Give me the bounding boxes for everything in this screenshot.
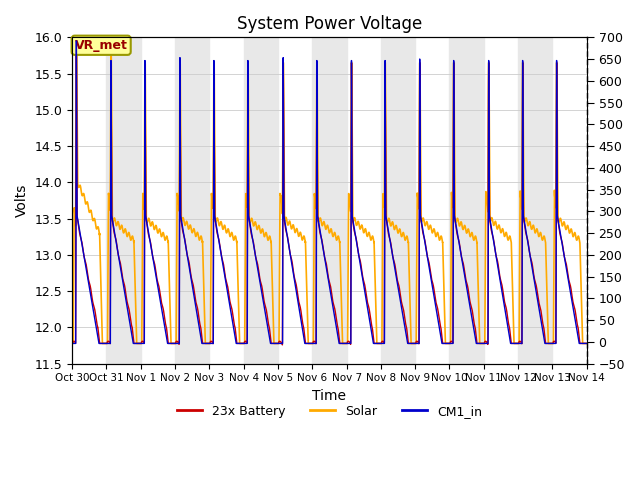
Bar [175,37,209,364]
Bar [518,37,552,364]
Bar [312,37,347,364]
Bar [106,37,141,364]
Text: VR_met: VR_met [75,39,127,52]
Title: System Power Voltage: System Power Voltage [237,15,422,33]
Y-axis label: Volts: Volts [15,184,29,217]
Bar [381,37,415,364]
Bar [244,37,278,364]
Legend: 23x Battery, Solar, CM1_in: 23x Battery, Solar, CM1_in [172,400,487,423]
X-axis label: Time: Time [312,389,346,403]
Bar [449,37,484,364]
